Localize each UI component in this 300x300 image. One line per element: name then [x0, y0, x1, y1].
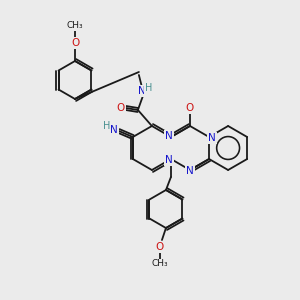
Text: N: N: [165, 155, 173, 165]
Text: CH₃: CH₃: [67, 22, 83, 31]
Text: H: H: [145, 83, 153, 93]
Text: N: N: [208, 133, 216, 143]
Text: O: O: [186, 103, 194, 113]
Text: H: H: [103, 121, 110, 131]
Text: N: N: [138, 86, 146, 96]
Text: O: O: [156, 242, 164, 252]
Text: CH₃: CH₃: [152, 260, 168, 268]
Text: O: O: [71, 38, 79, 48]
Text: N: N: [165, 131, 173, 141]
Text: N: N: [110, 125, 118, 135]
Text: N: N: [186, 166, 194, 176]
Text: O: O: [117, 103, 125, 113]
